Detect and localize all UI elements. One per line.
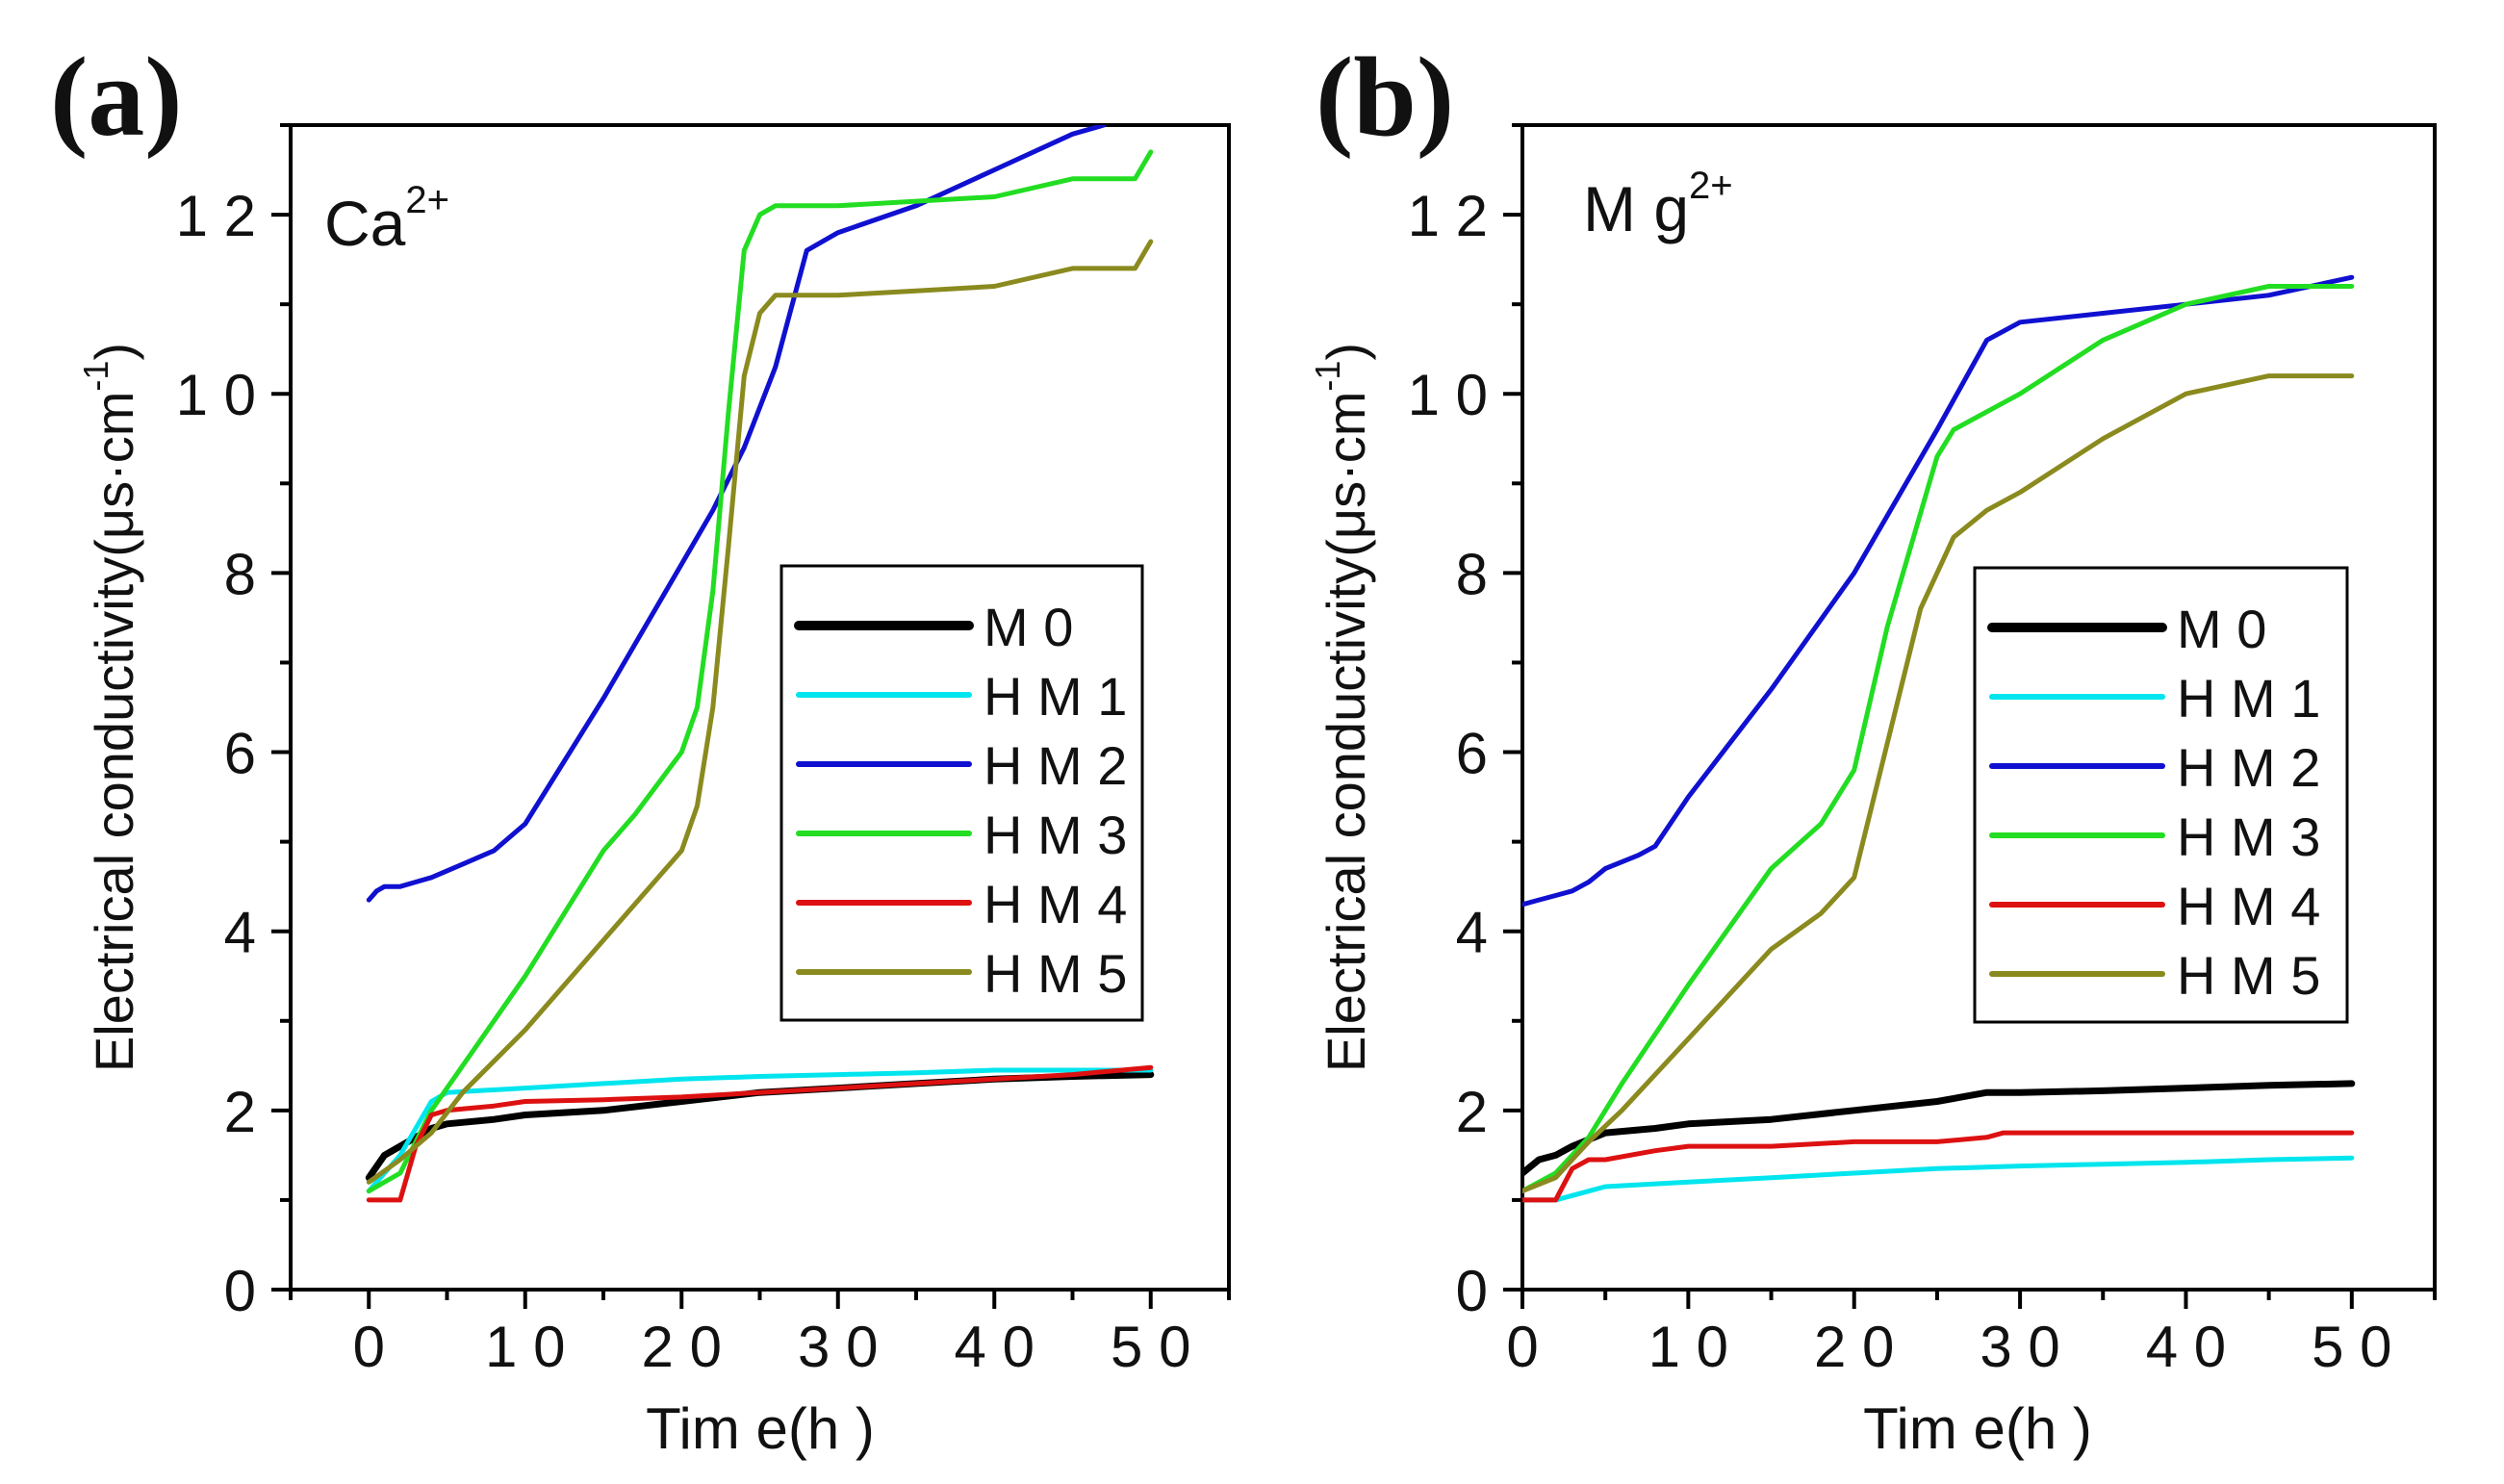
x-tick-label: 3 0 — [798, 1315, 878, 1379]
x-tick-label: 0 — [1506, 1315, 1538, 1379]
y-tick-label: 4 — [224, 901, 256, 965]
legend-b: M 0 H M 1 H M 2 H M 3 H M 4 H M 5 — [1973, 566, 2349, 1024]
legend-items-a: M 0 H M 1 H M 2 H M 3 H M 4 H M 5 — [794, 597, 1127, 1004]
x-tick-label: 4 0 — [955, 1315, 1035, 1379]
legend-frame-b — [1973, 566, 2349, 1024]
y-tick-label: 2 — [224, 1080, 256, 1144]
legend-label-hm2: H M 2 — [2177, 737, 2320, 798]
x-axis-title-b: Tim e(h ) — [1863, 1396, 2092, 1461]
x-axis-a: 0 1 0 2 0 3 0 4 0 5 0 — [289, 1290, 1231, 1379]
legend-label-hm1: H M 1 — [2177, 668, 2320, 729]
panel-label-b: (b) — [1316, 34, 1454, 160]
series-line-m0-b — [1522, 1080, 2356, 1177]
y-tick-label: 6 — [224, 722, 256, 786]
legend-a: M 0 H M 1 H M 2 H M 3 H M 4 H M 5 — [779, 564, 1144, 1022]
y-tick-label: 0 — [1456, 1259, 1488, 1323]
y-axis-b: 0 2 4 6 8 1 0 1 2 — [1408, 123, 1522, 1323]
legend-label-hm5: H M 5 — [984, 943, 1127, 1004]
series-line-hm3-a — [366, 149, 1154, 1194]
panel-label-a: (a) — [50, 34, 183, 160]
y-axis-title-b: Electrical conductivity(μs·cm-1) — [1308, 343, 1376, 1072]
x-tick-label: 4 0 — [2146, 1315, 2226, 1379]
y-tick-label: 8 — [224, 542, 256, 606]
x-tick-label: 1 0 — [485, 1315, 565, 1379]
series-line-hm2-b — [1522, 274, 2355, 908]
series-line-hm5-a — [366, 239, 1154, 1185]
legend-label-hm4: H M 4 — [984, 874, 1127, 934]
y-tick-label: 1 2 — [1408, 184, 1488, 248]
y-tick-label: 1 0 — [1408, 363, 1488, 427]
x-tick-label: 0 — [353, 1315, 385, 1379]
series-line-hm3-b — [1522, 284, 2355, 1194]
ion-label-a: Ca2+ — [324, 179, 449, 259]
series-group-b — [1522, 274, 2356, 1203]
x-axis-title-a: Tim e(h ) — [646, 1396, 875, 1461]
panel-a: (a) 0 2 4 6 8 1 0 1 2 0 1 0 2 0 3 0 4 0 5 0 Ca2+ El… — [50, 34, 1231, 1461]
series-line-hm1-a — [366, 1067, 1154, 1194]
legend-items-b: M 0 H M 1 H M 2 H M 3 H M 4 H M 5 — [1987, 599, 2320, 1006]
x-axis-b: 0 1 0 2 0 3 0 4 0 5 0 — [1506, 1290, 2437, 1379]
series-line-hm4-a — [366, 1064, 1154, 1203]
y-axis-title-a: Electrical conductivity(μs·cm-1) — [76, 343, 144, 1072]
series-line-hm5-b — [1522, 373, 2355, 1194]
ion-label-b: M g2+ — [1583, 165, 1733, 244]
plot-frame-b — [1520, 123, 2437, 1292]
legend-label-hm5: H M 5 — [2177, 945, 2320, 1006]
x-tick-label: 1 0 — [1648, 1315, 1728, 1379]
legend-label-hm4: H M 4 — [2177, 876, 2320, 936]
x-tick-label: 5 0 — [1111, 1315, 1190, 1379]
series-group-a — [365, 125, 1155, 1203]
y-tick-label: 8 — [1456, 542, 1488, 606]
panel-b: (b) 0 2 4 6 8 1 0 1 2 0 1 0 2 0 3 0 4 0 5 0 M g2+ E… — [1308, 34, 2437, 1461]
legend-label-m0: M 0 — [984, 597, 1073, 657]
y-tick-label: 1 2 — [176, 184, 256, 248]
y-tick-label: 1 0 — [176, 363, 256, 427]
series-line-hm4-b — [1522, 1130, 2355, 1203]
x-tick-label: 2 0 — [642, 1315, 722, 1379]
legend-label-hm1: H M 1 — [984, 666, 1127, 727]
legend-label-m0: M 0 — [2177, 599, 2266, 659]
legend-label-hm3: H M 3 — [2177, 806, 2320, 867]
y-tick-label: 6 — [1456, 722, 1488, 786]
x-tick-label: 5 0 — [2312, 1315, 2391, 1379]
series-line-hm1-b — [1522, 1155, 2355, 1203]
x-tick-label: 2 0 — [1814, 1315, 1894, 1379]
y-tick-label: 2 — [1456, 1080, 1488, 1144]
legend-label-hm3: H M 3 — [984, 805, 1127, 865]
x-tick-label: 3 0 — [1980, 1315, 2059, 1379]
y-axis-a: 0 2 4 6 8 1 0 1 2 — [176, 123, 291, 1323]
y-tick-label: 4 — [1456, 901, 1488, 965]
y-tick-label: 0 — [224, 1259, 256, 1323]
legend-frame-a — [779, 564, 1144, 1022]
legend-label-hm2: H M 2 — [984, 735, 1127, 796]
series-line-hm2-a — [366, 125, 1107, 903]
